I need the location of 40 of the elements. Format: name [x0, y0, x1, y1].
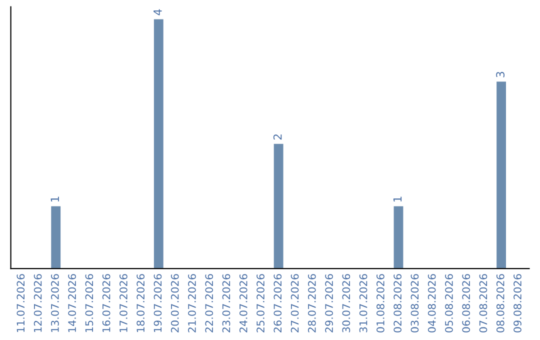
x-tick-label: 21.07.2026 — [188, 274, 196, 332]
x-tick-label: 02.08.2026 — [394, 274, 402, 332]
bar — [154, 19, 164, 269]
x-tick-label: 09.08.2026 — [514, 274, 522, 332]
x-tick-label: 17.07.2026 — [120, 274, 128, 332]
data-label: 1 — [393, 196, 402, 202]
x-tick-label: 11.07.2026 — [16, 274, 25, 332]
data-label: 3 — [496, 72, 505, 78]
x-tick-label: 05.08.2026 — [445, 274, 453, 332]
x-tick-label: 29.07.2026 — [325, 274, 333, 332]
data-label: 1 — [50, 196, 59, 202]
x-tick-label: 03.08.2026 — [410, 274, 419, 332]
x-tick-label: 06.08.2026 — [462, 274, 470, 332]
x-tick-label: 31.07.2026 — [359, 274, 368, 332]
x-tick-label: 26.07.2026 — [274, 274, 282, 332]
x-tick-label: 28.07.2026 — [308, 274, 316, 332]
x-tick-label: 18.07.2026 — [136, 274, 145, 332]
x-tick-label: 24.07.2026 — [239, 274, 248, 332]
bar — [496, 82, 506, 269]
x-tick-label: 30.07.2026 — [342, 274, 350, 332]
x-tick-label: 16.07.2026 — [102, 274, 110, 332]
x-tick-label: 13.07.2026 — [50, 274, 59, 332]
x-tick-label: 08.08.2026 — [496, 274, 504, 332]
x-tick-label: 12.07.2026 — [34, 274, 42, 332]
x-tick-label: 14.07.2026 — [68, 274, 76, 332]
x-tick-label: 19.07.2026 — [154, 274, 162, 332]
bar — [274, 144, 284, 269]
x-tick-label: 27.07.2026 — [290, 274, 299, 332]
x-tick-label: 04.08.2026 — [428, 274, 436, 332]
bar — [51, 206, 61, 269]
x-tick-label: 22.07.2026 — [205, 274, 214, 332]
data-label: 2 — [273, 134, 282, 140]
x-tick-label: 07.08.2026 — [479, 274, 488, 332]
data-label: 4 — [154, 9, 162, 16]
x-tick-label: 01.08.2026 — [376, 274, 384, 332]
x-tick-label: 25.07.2026 — [256, 274, 264, 332]
x-tick-label: 15.07.2026 — [85, 274, 94, 332]
x-tick-label: 23.07.2026 — [222, 274, 230, 332]
x-tick-label: 20.07.2026 — [170, 274, 179, 332]
bar — [394, 206, 404, 269]
